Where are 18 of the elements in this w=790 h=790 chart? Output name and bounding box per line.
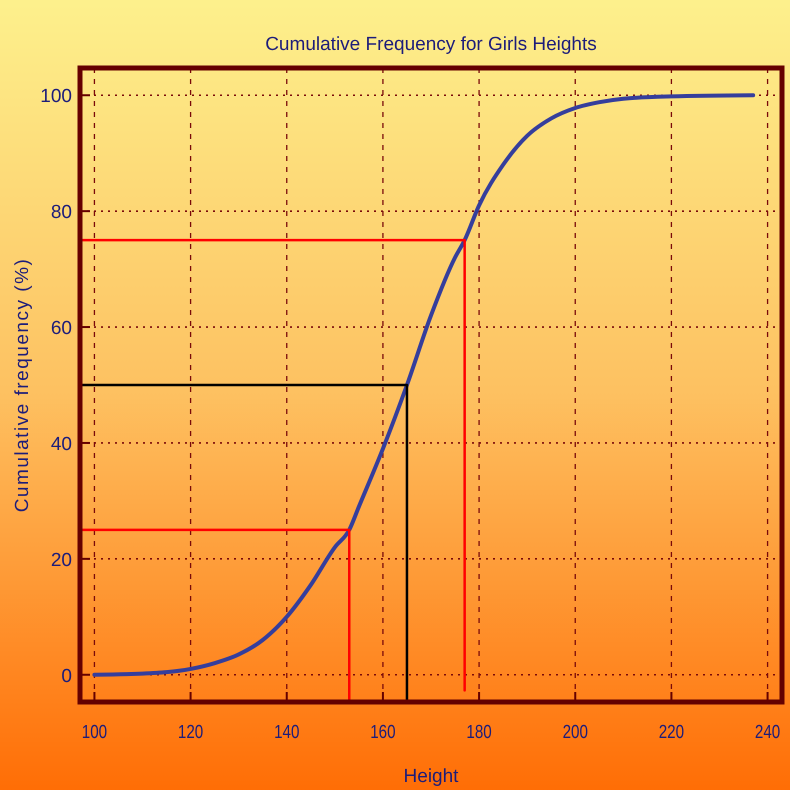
x-tick-label: 120 (178, 720, 204, 742)
x-tick-label: 100 (82, 720, 108, 742)
x-tick-label: 220 (658, 720, 684, 742)
x-tick-label: 140 (274, 720, 300, 742)
x-tick-label: 160 (370, 720, 396, 742)
y-tick-label: 80 (50, 202, 72, 224)
y-tick-label: 100 (40, 86, 72, 108)
y-tick-label: 0 (61, 666, 72, 687)
y-tick-label: 60 (50, 318, 72, 340)
y-tick-label: 20 (50, 550, 72, 571)
x-axis-title: Height (404, 766, 460, 787)
x-tick-label: 200 (562, 720, 588, 742)
y-axis-title: Cumulative frequency (%) (12, 258, 33, 512)
x-tick-label: 240 (754, 720, 780, 742)
chart-title: Cumulative Frequency for Girls Heights (265, 34, 597, 55)
x-tick-label: 180 (466, 720, 492, 742)
y-tick-label: 40 (50, 434, 72, 455)
line-series (92, 93, 756, 677)
